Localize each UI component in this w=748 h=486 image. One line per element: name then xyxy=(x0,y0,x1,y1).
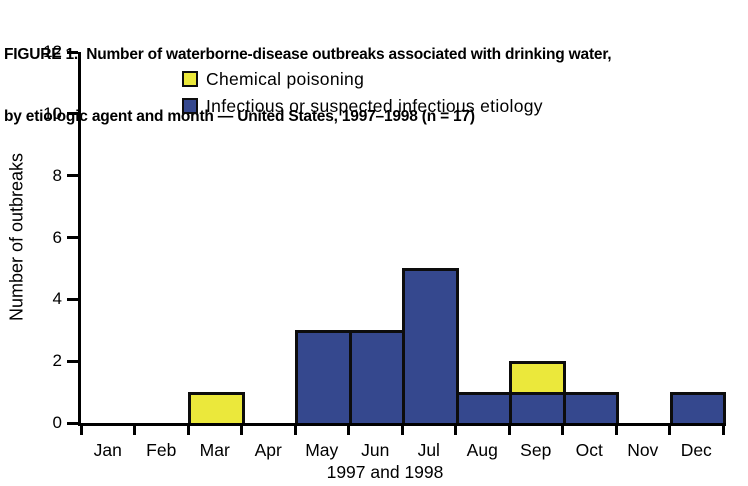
x-month-label-dec: Dec xyxy=(680,440,712,460)
x-axis-tick xyxy=(454,426,457,435)
y-tick-label: 10 xyxy=(43,103,62,123)
y-tick-label: 6 xyxy=(52,227,62,247)
y-tick-label: 8 xyxy=(52,165,62,185)
x-month-label-feb: Feb xyxy=(146,440,177,460)
y-axis-tick xyxy=(67,359,78,363)
y-axis-tick xyxy=(67,174,78,178)
y-axis-tick xyxy=(67,112,78,116)
x-month-label-jan: Jan xyxy=(93,440,122,460)
x-month-label-apr: Apr xyxy=(254,440,282,460)
x-month-label-jul: Jul xyxy=(417,440,440,460)
x-axis-label: 1997 and 1998 xyxy=(326,462,444,482)
y-tick-label: 4 xyxy=(52,289,62,309)
x-month-label-jun: Jun xyxy=(361,440,390,460)
legend-label: Infectious or suspected infectious etiol… xyxy=(206,96,543,116)
figure-title: FIGURE 1. Number of waterborne-disease o… xyxy=(4,4,612,168)
x-axis-tick xyxy=(347,426,350,435)
bar-segment-jun-infectious xyxy=(348,330,405,423)
y-tick-label: 2 xyxy=(52,351,62,371)
x-axis-tick xyxy=(186,426,190,435)
bar-segment-dec-infectious xyxy=(669,392,726,423)
x-axis-tick xyxy=(721,426,725,435)
x-axis-tick xyxy=(133,426,136,435)
x-axis-tick xyxy=(293,426,297,435)
x-month-label-sep: Sep xyxy=(520,440,552,460)
legend-swatch xyxy=(182,71,198,87)
bar-segment-may-infectious xyxy=(295,330,352,423)
y-tick-label: 12 xyxy=(43,42,62,61)
x-month-label-mar: Mar xyxy=(199,440,230,460)
legend-item: Chemical poisoning xyxy=(182,69,543,89)
x-axis-tick xyxy=(668,426,671,435)
x-axis-tick xyxy=(507,426,511,435)
legend-swatch xyxy=(182,98,198,114)
bar-segment-sep-chemical xyxy=(509,361,566,393)
bar-segment-sep-infectious xyxy=(509,392,566,423)
figure-title-line1: FIGURE 1. Number of waterborne-disease o… xyxy=(4,46,612,63)
bar-segment-jul-infectious xyxy=(402,268,459,423)
legend-item: Infectious or suspected infectious etiol… xyxy=(182,96,543,116)
x-axis-tick xyxy=(400,426,404,435)
bar-segment-mar-chemical xyxy=(188,392,245,423)
figure-title-line2: by etiologic agent and month — United St… xyxy=(4,107,475,125)
x-axis-tick xyxy=(240,426,243,435)
x-month-label-nov: Nov xyxy=(627,440,659,460)
x-axis-tick xyxy=(614,426,618,435)
bar-segment-oct-infectious xyxy=(562,392,619,423)
bar-segment-aug-infectious xyxy=(455,392,512,423)
y-axis-tick xyxy=(67,236,78,239)
x-month-label-oct: Oct xyxy=(575,440,603,460)
x-month-label-may: May xyxy=(305,440,339,460)
y-axis-tick xyxy=(67,297,78,301)
x-month-label-aug: Aug xyxy=(466,440,498,460)
y-axis-tick xyxy=(67,421,78,425)
legend: Chemical poisoning Infectious or suspecte… xyxy=(182,69,543,123)
x-axis-tick xyxy=(561,426,564,435)
legend-label: Chemical poisoning xyxy=(206,69,365,89)
x-axis-tick xyxy=(79,426,83,435)
plot-area xyxy=(78,52,726,426)
y-tick-label: 0 xyxy=(52,413,62,432)
y-axis-tick xyxy=(67,50,78,54)
